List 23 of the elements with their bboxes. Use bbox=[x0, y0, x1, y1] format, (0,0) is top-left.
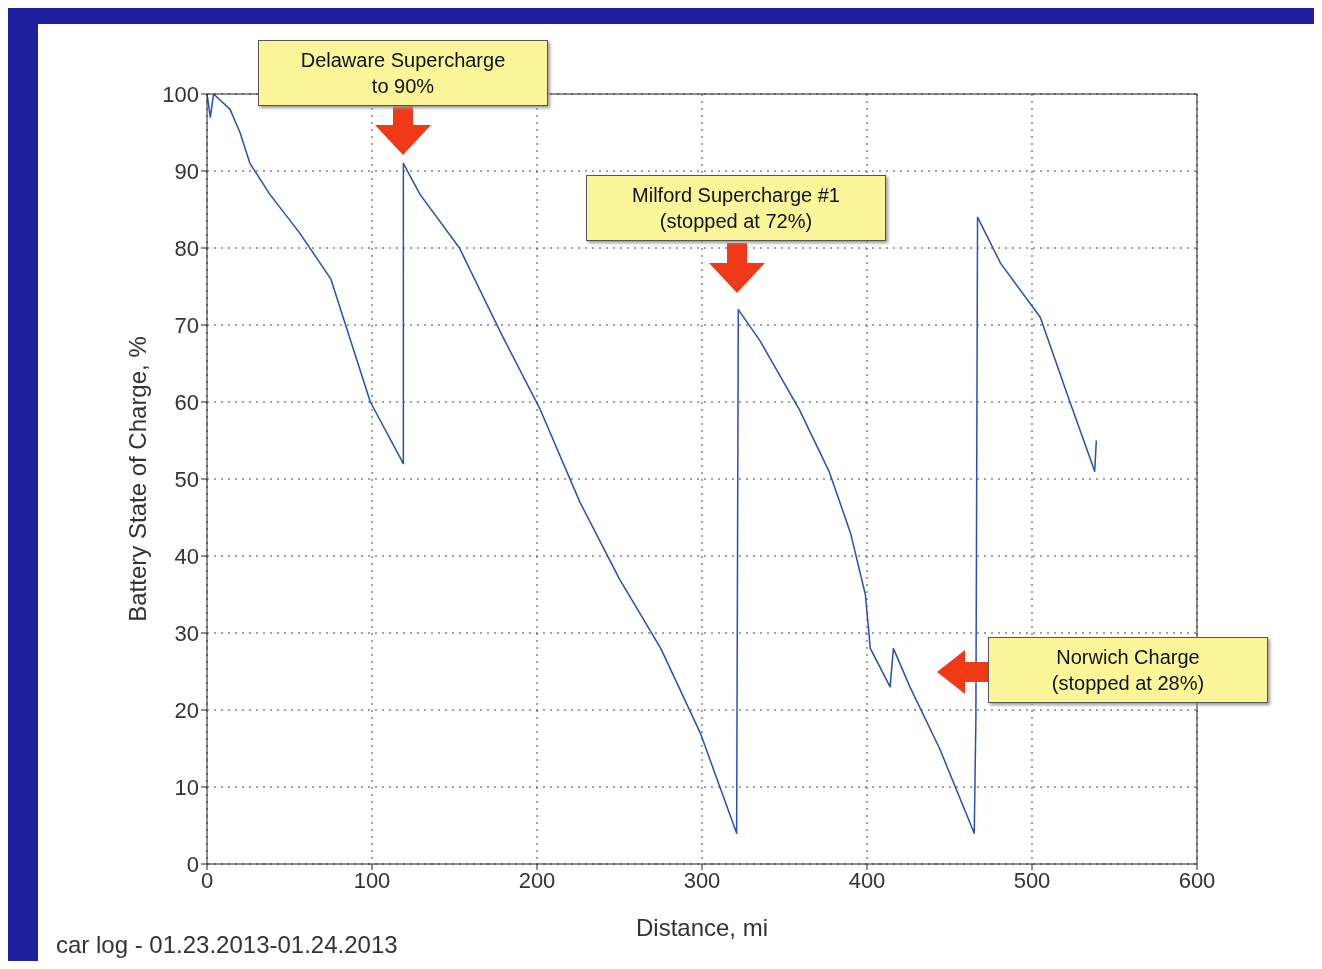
callout-box: Norwich Charge (stopped at 28%) bbox=[988, 637, 1268, 703]
callout-box: Delaware Supercharge to 90% bbox=[258, 40, 548, 106]
y-tick-label: 40 bbox=[174, 543, 199, 569]
x-tick-label: 600 bbox=[1178, 867, 1216, 893]
y-tick-label: 60 bbox=[174, 389, 199, 415]
y-tick-label: 90 bbox=[174, 158, 199, 184]
y-tick-label: 20 bbox=[174, 697, 199, 723]
y-tick-label: 0 bbox=[186, 851, 199, 877]
callout-box: Milford Supercharge #1 (stopped at 72%) bbox=[586, 175, 886, 241]
x-tick-label: 400 bbox=[848, 867, 886, 893]
y-tick-label: 50 bbox=[174, 466, 199, 492]
y-tick-label: 100 bbox=[162, 81, 199, 107]
y-tick-label: 10 bbox=[174, 774, 199, 800]
x-axis-title: Distance, mi bbox=[635, 914, 769, 941]
y-tick-label: 70 bbox=[174, 312, 199, 338]
y-tick-label: 30 bbox=[174, 620, 199, 646]
x-tick-label: 500 bbox=[1013, 867, 1051, 893]
text: car log - 01.23.2013-01.24.2013 bbox=[56, 931, 398, 959]
x-tick-label: 200 bbox=[518, 867, 556, 893]
y-axis-title: Battery State of Charge, % bbox=[123, 336, 151, 622]
y-tick-label: 80 bbox=[174, 235, 199, 261]
x-tick-label: 300 bbox=[683, 867, 721, 893]
x-tick-label: 100 bbox=[353, 867, 391, 893]
